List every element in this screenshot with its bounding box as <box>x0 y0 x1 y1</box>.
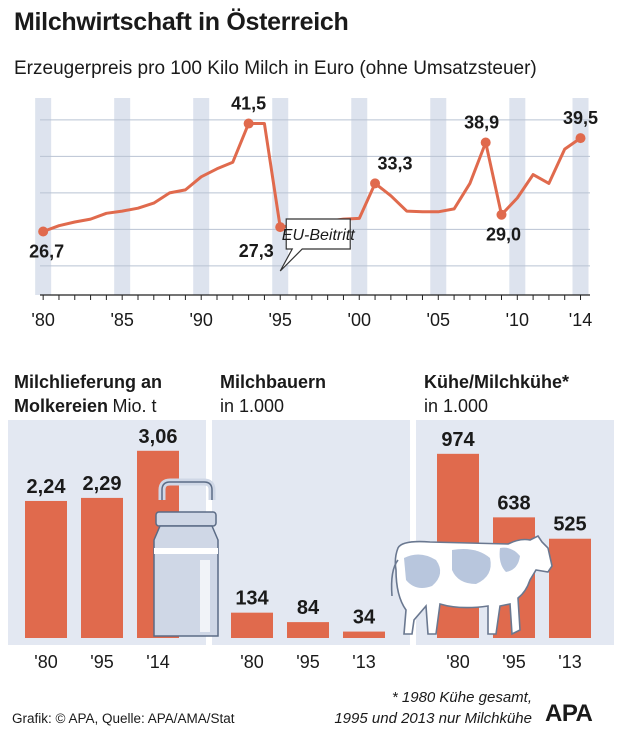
footnote: * 1980 Kühe gesamt, 1995 und 2013 nur Mi… <box>334 687 532 729</box>
chart-subtitle: Erzeugerpreis pro 100 Kilo Milch in Euro… <box>14 58 537 79</box>
annotation-callout <box>279 218 351 272</box>
milk-can-band <box>154 548 218 554</box>
data-label: 39,5 <box>563 108 598 128</box>
source-credit: Grafik: © APA, Quelle: APA/AMA/Stat <box>12 711 235 726</box>
data-point <box>480 137 491 148</box>
category-label: '80 <box>240 652 263 672</box>
cow-icon <box>390 534 553 636</box>
data-label: 27,3 <box>239 241 274 261</box>
data-point <box>370 178 381 189</box>
chart-title: Milchwirtschaft in Österreich <box>14 8 349 36</box>
panel3-unit: in 1.000 <box>424 396 489 416</box>
bar-value-label: 34 <box>353 607 376 629</box>
category-label: '80 <box>446 652 469 672</box>
panel3-title: Kühe/Milchkühe* <box>424 372 570 392</box>
year-band <box>114 98 131 295</box>
milk-can-icon <box>153 478 219 637</box>
footnote-line1: * 1980 Kühe gesamt, <box>391 689 532 706</box>
panel1-unit: Mio. t <box>112 396 157 416</box>
data-label: 26,7 <box>29 242 64 262</box>
x-tick-label: '95 <box>268 310 291 330</box>
bar-value-label: 3,06 <box>139 426 178 448</box>
data-point <box>575 133 586 144</box>
bar-value-label: 134 <box>235 588 269 610</box>
panel2-heading: Milchbauern in 1.000 <box>220 370 326 418</box>
data-point <box>38 226 49 237</box>
cow-spot <box>404 554 441 588</box>
year-band <box>351 98 368 295</box>
panel1-heading: Milchlieferung an Molkereien Mio. t <box>14 370 162 418</box>
panel2-unit: in 1.000 <box>220 396 285 416</box>
bar <box>287 622 329 638</box>
bar-value-label: 84 <box>297 597 320 619</box>
data-label: 41,5 <box>231 94 266 114</box>
milk-can-lid <box>155 511 217 527</box>
cow-tail <box>390 559 399 597</box>
panel2-title: Milchbauern <box>220 372 327 392</box>
data-point <box>243 118 254 129</box>
category-label: '14 <box>146 652 169 672</box>
category-label: '95 <box>502 652 525 672</box>
bar <box>81 497 123 638</box>
footnote-line2: 1995 und 2013 nur Milchkühe <box>334 710 532 727</box>
bar <box>343 631 385 638</box>
apa-logo: APA <box>545 700 593 727</box>
x-tick-label: '00 <box>348 310 371 330</box>
panel3-heading: Kühe/Milchkühe* in 1.000 <box>424 370 569 418</box>
cow-spot <box>499 547 520 572</box>
panel-background <box>212 420 410 645</box>
bar-value-label: 638 <box>497 492 530 514</box>
panel1-title-line1: Milchlieferung an <box>14 372 163 392</box>
category-label: '13 <box>558 652 581 672</box>
year-band <box>35 98 52 295</box>
year-band <box>430 98 447 295</box>
category-label: '95 <box>296 652 319 672</box>
panel1-title-line2: Molkereien <box>14 396 109 416</box>
bar <box>231 612 273 638</box>
x-tick-label: '85 <box>110 310 133 330</box>
bar-charts: 2,24 '80 2,29 '95 3,06 '14 134 '80 84 '95 34 '13 974… <box>8 420 614 672</box>
cow-spot <box>452 549 491 584</box>
x-tick-label: '10 <box>506 310 529 330</box>
year-band <box>572 98 589 295</box>
year-band <box>272 98 289 295</box>
bar-value-label: 2,29 <box>83 473 122 495</box>
x-tick-label: '80 <box>31 310 54 330</box>
bar <box>549 538 591 638</box>
data-label: 33,3 <box>378 153 413 173</box>
bar <box>25 500 67 638</box>
x-tick-label: '90 <box>189 310 212 330</box>
bar-value-label: 974 <box>441 429 475 451</box>
category-label: '13 <box>352 652 375 672</box>
x-tick-label: '14 <box>569 310 592 330</box>
milk-can-handle-outline <box>161 481 213 500</box>
bar-value-label: 2,24 <box>27 476 67 498</box>
milk-can-highlight <box>200 560 210 632</box>
annotation-text: EU-Beitritt <box>282 227 355 244</box>
data-label: 29,0 <box>486 225 521 245</box>
data-point <box>496 209 507 220</box>
category-label: '95 <box>90 652 113 672</box>
category-label: '80 <box>34 652 57 672</box>
price-line-chart: '80 '85 '90 '95 '00 '05 '10 '14 26,7 41,5 27,3 33,3… <box>29 94 598 330</box>
year-band <box>193 98 210 295</box>
bar-value-label: 525 <box>553 514 586 536</box>
data-label: 38,9 <box>464 113 499 133</box>
data-point <box>275 222 286 233</box>
x-tick-label: '05 <box>427 310 450 330</box>
